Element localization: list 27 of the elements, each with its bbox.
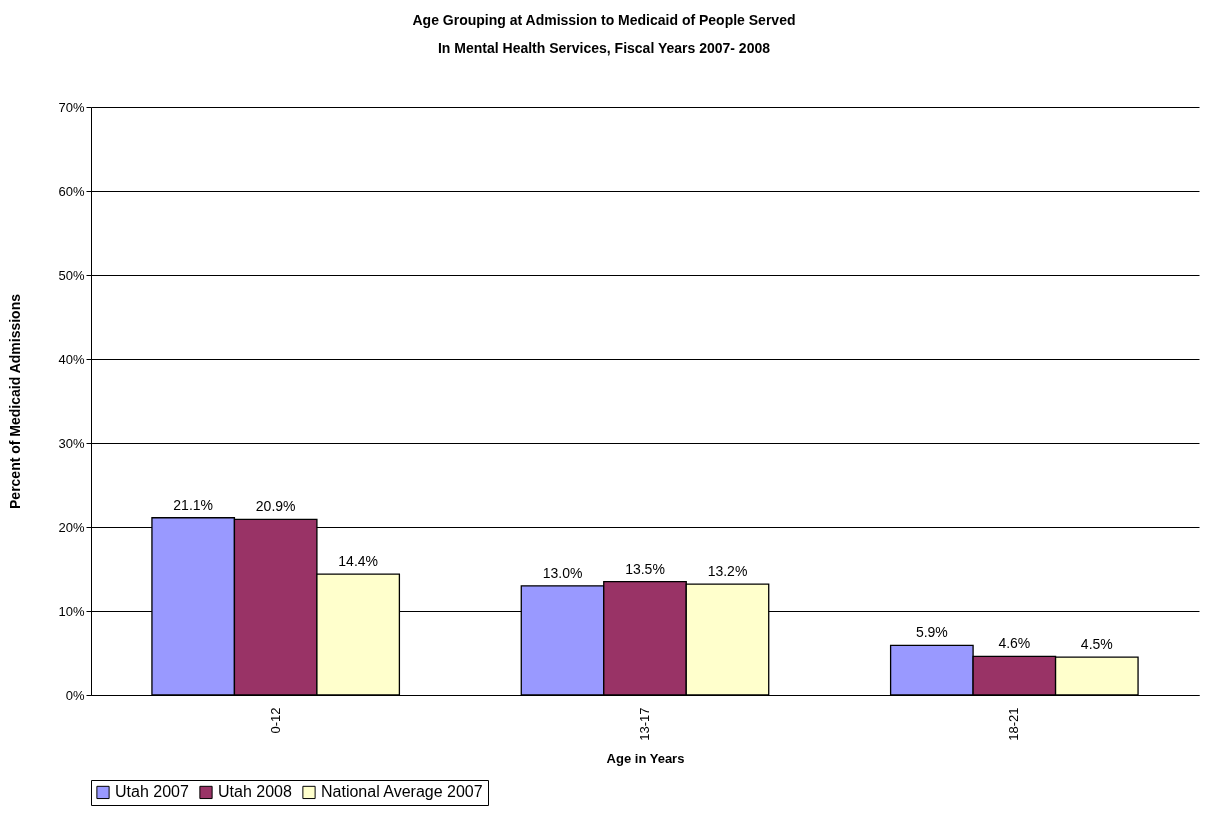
y-axis-title: Percent of Medicaid Admissions bbox=[7, 293, 24, 509]
y-tick-label: 70% bbox=[58, 99, 85, 115]
y-tick-label: 60% bbox=[58, 183, 85, 199]
data-label: 13.0% bbox=[542, 564, 583, 581]
data-label: 5.9% bbox=[915, 624, 948, 641]
data-label: 20.9% bbox=[255, 498, 296, 515]
y-tick-label: 0% bbox=[65, 687, 85, 703]
x-tick-label: 0-12 bbox=[267, 707, 283, 734]
y-tick-label: 50% bbox=[58, 267, 85, 283]
chart-title: Age Grouping at Admission to Medicaid of People Served bbox=[412, 12, 796, 28]
y-tick-label: 20% bbox=[58, 519, 85, 535]
x-axis-title: Age in Years bbox=[606, 750, 685, 766]
y-tick-label: 30% bbox=[58, 435, 85, 451]
data-label: 4.6% bbox=[998, 635, 1031, 652]
x-tick-label: 13-17 bbox=[637, 707, 652, 741]
legend-label: Utah 2008 bbox=[218, 783, 292, 801]
data-label: 14.4% bbox=[338, 553, 378, 570]
data-label: 4.5% bbox=[1080, 636, 1113, 653]
chart-subtitle: In Mental Health Services, Fiscal Years 2007- 2008 bbox=[437, 40, 771, 56]
x-tick-label: 18-21 bbox=[1006, 707, 1022, 741]
data-label: 13.5% bbox=[625, 560, 665, 577]
y-tick-label: 10% bbox=[58, 603, 85, 619]
legend-label: Utah 2007 bbox=[115, 783, 189, 801]
data-label: 21.1% bbox=[173, 496, 214, 513]
legend-label: National Average 2007 bbox=[321, 783, 483, 801]
data-label: 13.2% bbox=[707, 563, 748, 580]
y-tick-label: 40% bbox=[58, 351, 85, 367]
